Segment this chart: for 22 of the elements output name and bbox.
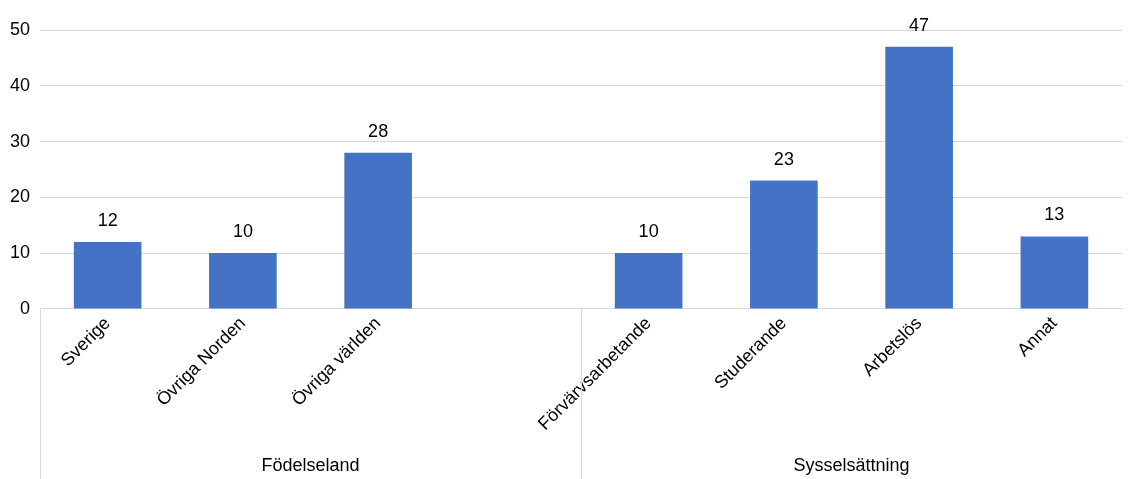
data-label: 28 xyxy=(368,120,389,141)
data-label: 10 xyxy=(232,221,253,242)
bar xyxy=(344,152,412,309)
y-tick-label: 20 xyxy=(9,186,31,207)
y-tick-label: 40 xyxy=(9,74,31,95)
bar xyxy=(73,241,142,309)
bar xyxy=(885,46,953,309)
y-tick-label: 10 xyxy=(9,242,31,263)
y-tick-label: 50 xyxy=(9,18,31,39)
bar xyxy=(750,180,818,309)
data-label: 12 xyxy=(97,209,118,230)
data-label: 47 xyxy=(909,14,930,35)
y-tick-label: 0 xyxy=(20,297,31,318)
bar xyxy=(614,253,683,309)
bar xyxy=(1020,236,1089,309)
data-label: 10 xyxy=(638,221,659,242)
text: Födelseland xyxy=(261,455,360,475)
y-tick-label: 30 xyxy=(9,130,31,151)
bar xyxy=(209,253,277,309)
data-label: 13 xyxy=(1044,204,1065,225)
data-label: 23 xyxy=(773,148,794,169)
text: Sysselsättning xyxy=(793,455,910,475)
